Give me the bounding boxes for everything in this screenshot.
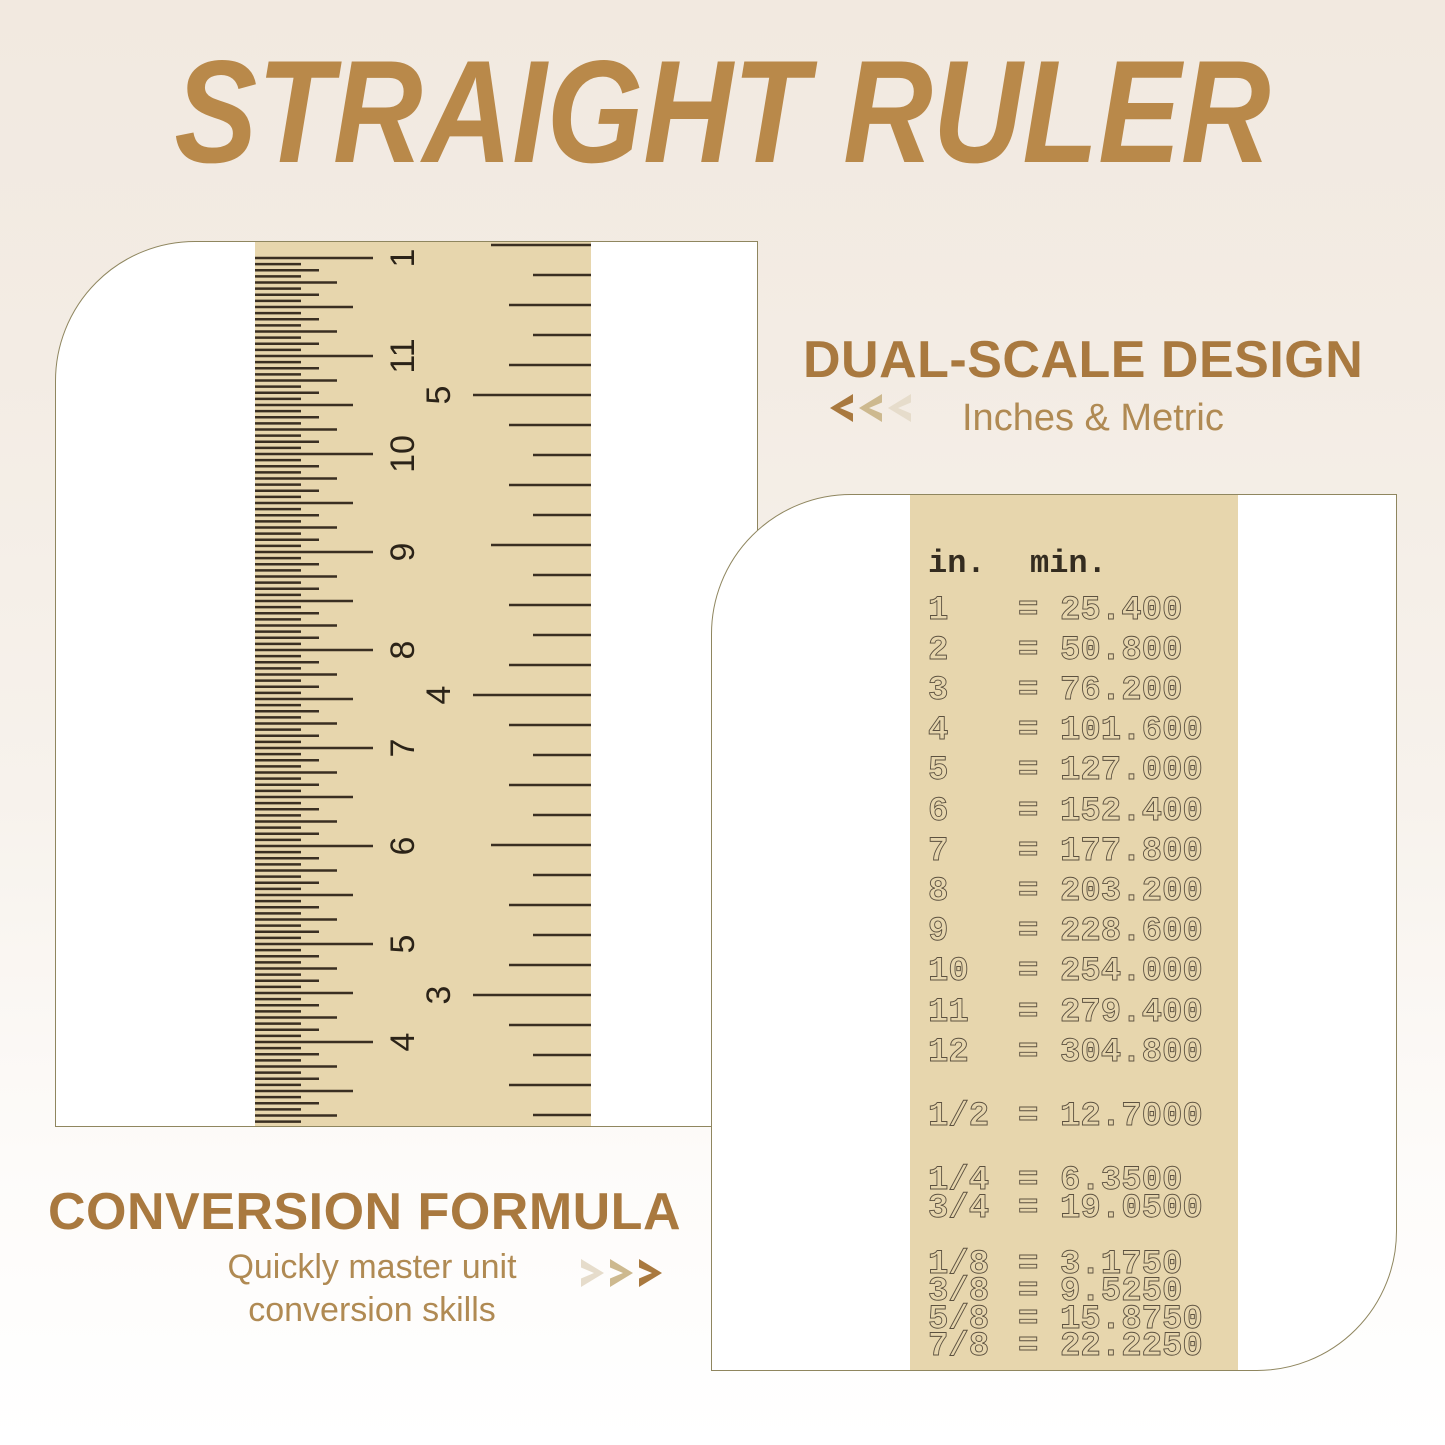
svg-text:8: 8: [384, 641, 422, 660]
svg-text:5: 5: [384, 935, 422, 954]
svg-text:3: 3: [420, 986, 458, 1005]
svg-text:5: 5: [420, 386, 458, 405]
svg-text:10: 10: [384, 435, 422, 473]
svg-text:9: 9: [384, 543, 422, 562]
svg-text:4: 4: [384, 1033, 422, 1052]
svg-text:4: 4: [420, 686, 458, 705]
svg-text:6: 6: [384, 837, 422, 856]
svg-text:1: 1: [384, 249, 422, 268]
svg-text:11: 11: [384, 338, 422, 373]
svg-text:7: 7: [384, 739, 422, 758]
